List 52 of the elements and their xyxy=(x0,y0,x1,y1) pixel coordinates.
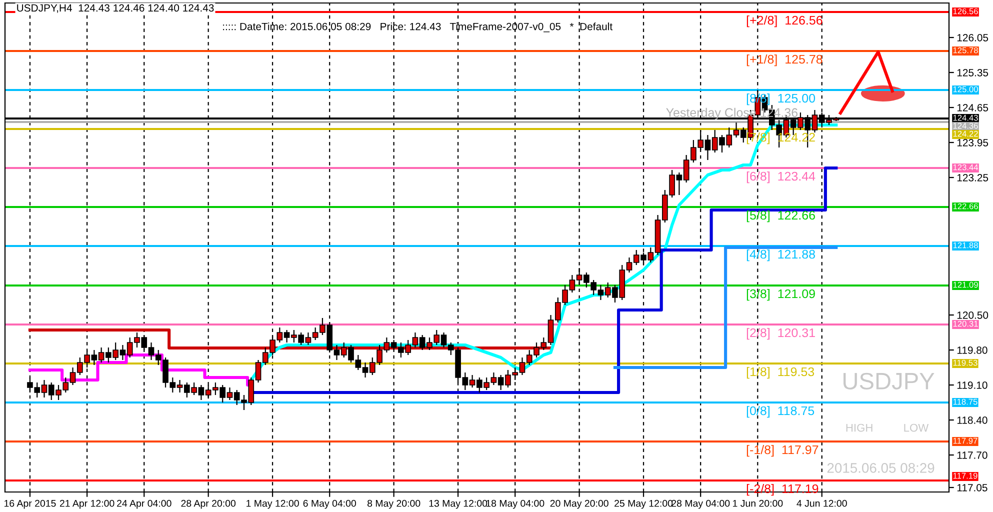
text: 126.56 xyxy=(953,8,978,14)
ref-line-label: [0/8] 118.75 xyxy=(746,406,814,418)
text: 125.00 xyxy=(953,86,978,92)
y-tick-label: 123.25 xyxy=(957,174,988,182)
x-tick-label: 25 May 12:00 xyxy=(614,500,673,509)
x-tick-label: 6 May 04:00 xyxy=(303,500,356,509)
text: 122.66 xyxy=(953,203,978,210)
x-tick-label: 24 Apr 04:00 xyxy=(117,500,172,509)
y-tick-label: 126.05 xyxy=(957,34,988,42)
text: 120.31 xyxy=(953,320,978,327)
y-tick-label: 120.50 xyxy=(957,312,988,319)
y-tick-label: 117.70 xyxy=(957,452,988,459)
x-tick-label: 28 Apr 20:00 xyxy=(181,500,236,509)
x-tick-label: 16 Apr 2015 xyxy=(4,500,56,509)
ref-line-label: [+2/8] 126.56 xyxy=(746,16,822,28)
ref-line-label: [3/8] 121.09 xyxy=(746,289,815,301)
text: 123.44 xyxy=(953,164,978,170)
ref-line-label: [5/8] 122.66 xyxy=(746,210,815,222)
x-tick-label: 28 May 04:00 xyxy=(672,500,730,509)
y-tick-label: 123.95 xyxy=(957,139,988,146)
x-tick-label: 1 Jun 20:00 xyxy=(732,500,783,507)
y-tick-label: 119.10 xyxy=(957,382,988,389)
ref-line-label: [4/8] 121.88 xyxy=(746,250,815,262)
y-tick-label: 118.40 xyxy=(957,416,988,424)
annotation: USDJPY,H4 124.43 124.46 124.40 124.43 xyxy=(17,4,214,13)
y-tick-label: 117.05 xyxy=(957,484,988,492)
annotation: ::::: DateTime: 2015.06.05 08:29 Price: 124.43 TimeFrame-2007-v0_05 * Default xyxy=(223,22,612,32)
text: 121.09 xyxy=(953,282,978,288)
x-tick-label: 20 May 20:00 xyxy=(550,500,608,509)
text: 117.97 xyxy=(953,438,978,444)
text: 124.22 xyxy=(953,130,978,137)
ref-line-label: [2/8] 120.31 xyxy=(746,328,815,340)
y-tick-label: 119.80 xyxy=(957,346,988,354)
ref-line-label: [-1/8] 117.97 xyxy=(746,445,818,457)
x-tick-label: 21 Apr 12:00 xyxy=(60,500,114,509)
text: 119.53 xyxy=(953,360,978,366)
text: 125.78 xyxy=(953,47,978,54)
x-tick-label: 1 May 12:00 xyxy=(246,500,299,509)
x-tick-label: 18 May 04:00 xyxy=(486,500,544,509)
text: 118.75 xyxy=(953,398,978,405)
x-tick-label: 8 May 20:00 xyxy=(367,500,420,509)
ref-line-label: [+1/8] 125.78 xyxy=(746,54,822,66)
x-tick-label: 13 May 12:00 xyxy=(429,500,488,509)
text: 124.43 xyxy=(953,114,978,121)
ref-line-label: [1/8] 119.53 xyxy=(746,367,814,379)
text: 117.19 xyxy=(953,472,978,479)
ref-line-label: [6/8] 123.44 xyxy=(746,172,816,184)
y-tick-label: 124.65 xyxy=(957,104,988,112)
text: 124.36 xyxy=(953,122,978,129)
x-tick-label: 4 Jun 12:00 xyxy=(796,500,847,507)
text: 121.88 xyxy=(953,242,978,248)
y-tick-label: 125.35 xyxy=(957,69,988,76)
